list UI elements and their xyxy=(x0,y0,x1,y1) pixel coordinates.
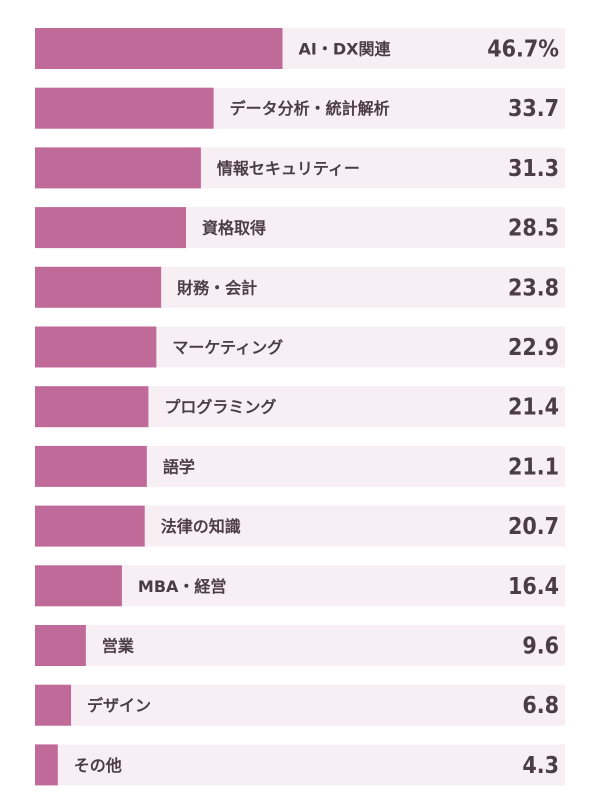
category-label: その他 xyxy=(74,756,122,775)
value-label: 16.4 xyxy=(508,574,559,600)
value-label: 21.4 xyxy=(508,395,559,421)
category-label: 財務・会計 xyxy=(177,278,257,297)
category-label: AI・DX関連 xyxy=(299,40,392,59)
bar xyxy=(35,445,147,487)
bar-track xyxy=(35,625,565,666)
value-label: 22.9 xyxy=(508,335,559,361)
bar-row: 財務・会計 23.8 xyxy=(35,266,565,308)
bar xyxy=(35,326,157,368)
bar xyxy=(35,505,145,547)
bar-row: その他 4.3 xyxy=(35,744,565,786)
category-label: 資格取得 xyxy=(202,219,266,238)
bar xyxy=(35,625,86,666)
bar xyxy=(35,87,214,129)
bar-row: 営業 9.6 xyxy=(35,625,565,666)
value-label: 6.8 xyxy=(522,693,559,719)
bar-track xyxy=(35,565,565,607)
bar xyxy=(35,207,187,249)
bar-row: AI・DX関連 46.7% xyxy=(35,28,565,69)
bar xyxy=(35,266,162,308)
value-label: 9.6 xyxy=(522,634,559,660)
bar-row: データ分析・統計解析 33.7 xyxy=(35,87,565,129)
value-label: 20.7 xyxy=(508,514,559,540)
value-label: 31.3 xyxy=(508,156,559,182)
category-label: 語学 xyxy=(163,457,195,476)
bar-track xyxy=(35,684,565,726)
bar-track xyxy=(35,744,565,786)
bar xyxy=(35,565,122,607)
bar-row: 法律の知識 20.7 xyxy=(35,505,565,547)
category-label: デザイン xyxy=(87,696,151,715)
value-label: 46.7% xyxy=(487,37,559,63)
category-label: マーケティング xyxy=(172,338,283,357)
bar-row: プログラミング 21.4 xyxy=(35,386,565,428)
value-label: 33.7 xyxy=(508,96,559,122)
bar-row: 語学 21.1 xyxy=(35,445,565,487)
bar xyxy=(35,744,58,786)
bar xyxy=(35,28,283,69)
value-label: 4.3 xyxy=(522,753,559,779)
category-label: 営業 xyxy=(102,637,135,656)
bar xyxy=(35,684,72,726)
bar xyxy=(35,147,201,189)
category-label: 法律の知識 xyxy=(161,517,241,536)
category-label: 情報セキュリティー xyxy=(217,159,360,178)
category-label: プログラミング xyxy=(164,398,276,417)
category-label: MBA・経営 xyxy=(138,577,227,596)
bar-row: 資格取得 28.5 xyxy=(35,207,565,249)
bar-row: MBA・経営 16.4 xyxy=(35,565,565,607)
bar xyxy=(35,386,149,428)
value-label: 23.8 xyxy=(508,275,559,301)
bar-row: デザイン 6.8 xyxy=(35,684,565,726)
value-label: 21.1 xyxy=(508,454,559,480)
category-label: データ分析・統計解析 xyxy=(230,99,390,118)
value-label: 28.5 xyxy=(508,216,559,242)
bar-row: 情報セキュリティー 31.3 xyxy=(35,147,565,189)
bar-row: マーケティング 22.9 xyxy=(35,326,565,368)
